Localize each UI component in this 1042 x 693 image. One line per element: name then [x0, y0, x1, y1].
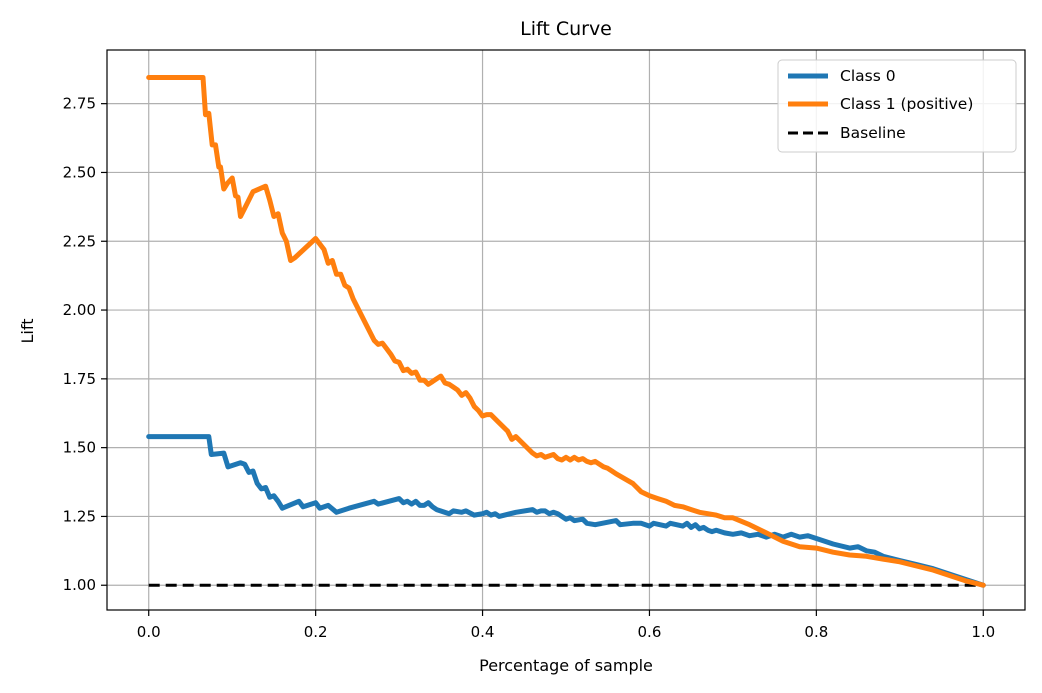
plot-frame	[106, 49, 1026, 611]
x-axis-label: Percentage of sample	[479, 656, 653, 675]
series-line-class-1-positive	[146, 75, 986, 588]
x-ticks: 0.0 0.2 0.4 0.6 0.8 1.0	[137, 610, 995, 641]
y-tick-label: 2.50	[63, 163, 96, 181]
y-tick-label: 1.25	[63, 507, 96, 525]
y-tick-label: 1.50	[63, 439, 96, 457]
grid	[107, 50, 1025, 610]
y-ticks: 1.00 1.25 1.50 1.75 2.00 2.25 2.50 2.75	[63, 95, 107, 594]
legend-label-baseline: Baseline	[840, 124, 906, 142]
legend-label-class-1: Class 1 (positive)	[840, 95, 973, 113]
y-tick-label: 2.00	[63, 301, 96, 319]
legend-label-class-0: Class 0	[840, 67, 896, 85]
y-axis-label: Lift	[18, 319, 37, 344]
chart-title: Lift Curve	[520, 18, 612, 40]
x-tick-label: 1.0	[971, 623, 995, 641]
series-lines	[146, 75, 986, 588]
y-tick-label: 1.00	[63, 576, 96, 594]
series-line-class-0	[146, 434, 986, 588]
x-tick-label: 0.4	[471, 623, 495, 641]
y-tick-label: 2.25	[63, 232, 96, 250]
legend-box	[777, 59, 1017, 153]
y-tick-label: 1.75	[63, 370, 96, 388]
x-tick-label: 0.8	[804, 623, 828, 641]
x-tick-label: 0.2	[304, 623, 328, 641]
legend: Class 0 Class 1 (positive) Baseline	[777, 59, 1017, 153]
x-tick-label: 0.0	[137, 623, 161, 641]
y-tick-label: 2.75	[63, 95, 96, 113]
x-tick-label: 0.6	[638, 623, 662, 641]
